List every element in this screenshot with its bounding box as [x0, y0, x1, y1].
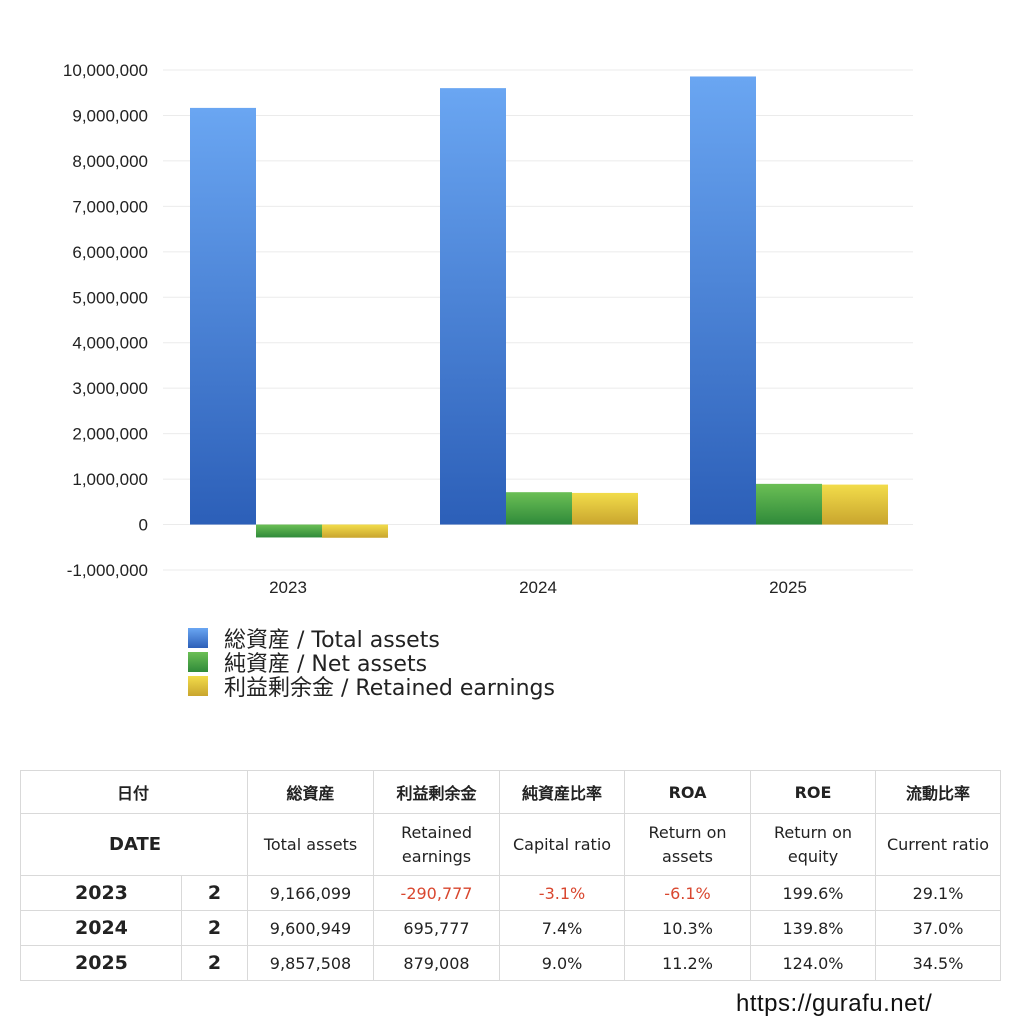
row-retained: 879,008: [373, 945, 501, 981]
table-row: 2023 2 9,166,099 -290,777 -3.1% -6.1% 19…: [20, 875, 1002, 911]
y-axis-ticks: 10,000,000 9,000,000 8,000,000 7,000,000 6,0…: [63, 61, 148, 580]
legend-item-retained-earnings[interactable]: 利益剰余金 / Retained earnings: [188, 674, 555, 701]
bar-total-assets[interactable]: [190, 107, 256, 525]
bar-net-assets[interactable]: [256, 524, 322, 538]
y-tick-label: 8,000,000: [72, 152, 148, 171]
y-tick-label: 5,000,000: [72, 288, 148, 307]
row-roa: 11.2%: [624, 945, 752, 981]
table-header-en: DATE Total assets Retained earnings Capi…: [19, 813, 1002, 876]
legend: 総資産 / Total assets 純資産 / Net assets 利益剰余…: [188, 626, 555, 701]
y-tick-label: 3,000,000: [72, 379, 148, 398]
table-header-jp: 日付 総資産 利益剰余金 純資産比率 ROA ROE 流動比率: [19, 770, 1002, 814]
header-retained-jp: 利益剰余金: [373, 770, 501, 814]
bar-net-assets[interactable]: [506, 492, 572, 525]
bar-total-assets[interactable]: [440, 88, 506, 525]
header-current-jp: 流動比率: [875, 770, 1002, 814]
row-capital: -3.1%: [499, 875, 626, 911]
legend-label: 総資産 / Total assets: [224, 628, 440, 653]
bar-retained-earnings[interactable]: [322, 524, 388, 538]
y-tick-label: 1,000,000: [72, 470, 148, 489]
row-retained: -290,777: [373, 875, 501, 911]
row-roe: 199.6%: [750, 875, 877, 911]
y-tick-label: 6,000,000: [72, 243, 148, 262]
x-tick-label: 2024: [519, 578, 557, 597]
table-row: 2024 2 9,600,949 695,777 7.4% 10.3% 139.…: [20, 910, 1002, 946]
row-roa: -6.1%: [624, 875, 752, 911]
bar-chart: 10,000,000 9,000,000 8,000,000 7,000,000 6,0…: [63, 61, 913, 597]
row-roe: 124.0%: [750, 945, 877, 981]
legend-swatch-net-assets: [188, 652, 208, 672]
legend-swatch-retained-earnings: [188, 676, 208, 696]
legend-item-total-assets[interactable]: 総資産 / Total assets: [188, 626, 555, 653]
x-axis-ticks: 2023 2024 2025: [269, 578, 807, 597]
y-tick-label: 9,000,000: [72, 106, 148, 125]
header-capital-en: Capital ratio: [499, 813, 626, 876]
x-tick-label: 2025: [769, 578, 807, 597]
bars: [190, 76, 888, 538]
row-capital: 9.0%: [499, 945, 626, 981]
row-capital: 7.4%: [499, 910, 626, 946]
header-roe-jp: ROE: [750, 770, 877, 814]
row-retained: 695,777: [373, 910, 501, 946]
row-quarter: 2: [180, 910, 249, 946]
table-row: 2025 2 9,857,508 879,008 9.0% 11.2% 124.…: [20, 945, 1002, 981]
row-total: 9,600,949: [247, 910, 375, 946]
y-tick-label: 7,000,000: [72, 197, 148, 216]
row-year: 2024: [20, 910, 182, 946]
legend-swatch-total-assets: [188, 628, 208, 648]
row-quarter: 2: [180, 875, 249, 911]
header-date-en: DATE: [19, 813, 249, 876]
legend-label: 純資産 / Net assets: [224, 652, 428, 677]
row-current: 29.1%: [875, 875, 1002, 911]
row-current: 37.0%: [875, 910, 1002, 946]
bar-net-assets[interactable]: [756, 483, 822, 525]
bar-retained-earnings[interactable]: [822, 484, 888, 525]
header-date-jp: 日付: [19, 770, 249, 814]
y-tick-label: 4,000,000: [72, 334, 148, 353]
header-total-jp: 総資産: [247, 770, 375, 814]
legend-item-net-assets[interactable]: 純資産 / Net assets: [188, 650, 555, 677]
header-roa-en: Return on assets: [624, 813, 752, 876]
x-tick-label: 2023: [269, 578, 307, 597]
financial-table: 日付 総資産 利益剰余金 純資産比率 ROA ROE 流動比率 DATE Tot…: [19, 770, 1002, 981]
legend-label: 利益剰余金 / Retained earnings: [224, 676, 555, 701]
y-tick-label: 2,000,000: [72, 425, 148, 444]
y-tick-label: 10,000,000: [63, 61, 148, 80]
header-roa-jp: ROA: [624, 770, 752, 814]
row-total: 9,166,099: [247, 875, 375, 911]
y-tick-label: 0: [139, 516, 148, 535]
bar-total-assets[interactable]: [690, 76, 756, 525]
y-tick-label: -1,000,000: [67, 561, 148, 580]
bar-retained-earnings[interactable]: [572, 492, 638, 525]
site-url[interactable]: https://gurafu.net/: [736, 990, 933, 1017]
header-capital-jp: 純資産比率: [499, 770, 626, 814]
header-retained-en: Retained earnings: [373, 813, 501, 876]
row-quarter: 2: [180, 945, 249, 981]
header-current-en: Current ratio: [875, 813, 1002, 876]
row-total: 9,857,508: [247, 945, 375, 981]
row-year: 2025: [20, 945, 182, 981]
row-current: 34.5%: [875, 945, 1002, 981]
header-roe-en: Return on equity: [750, 813, 877, 876]
row-roe: 139.8%: [750, 910, 877, 946]
row-roa: 10.3%: [624, 910, 752, 946]
header-total-en: Total assets: [247, 813, 375, 876]
row-year: 2023: [20, 875, 182, 911]
